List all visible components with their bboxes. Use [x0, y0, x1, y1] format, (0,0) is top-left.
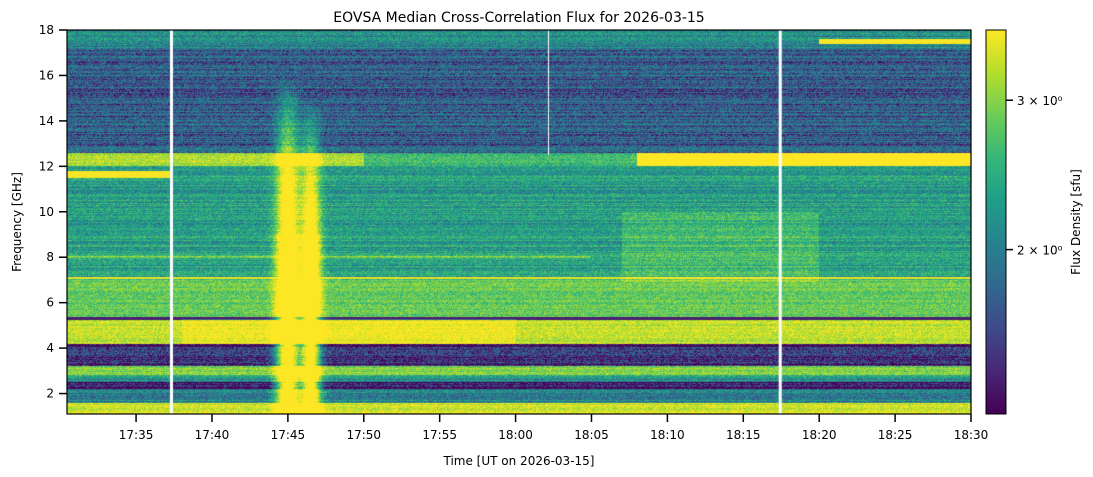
- x-tick-label: 18:20: [802, 428, 837, 442]
- x-tick-label: 17:45: [271, 428, 306, 442]
- y-tick-label: 4: [46, 341, 54, 355]
- plot-frame: [66, 29, 972, 415]
- chart-title: EOVSA Median Cross-Correlation Flux for …: [333, 10, 704, 26]
- x-tick-label: 18:05: [574, 428, 609, 442]
- y-tick-label: 14: [39, 114, 54, 128]
- x-tick-label: 17:35: [119, 428, 154, 442]
- x-tick-label: 18:15: [726, 428, 761, 442]
- y-tick-label: 16: [39, 68, 54, 82]
- colorbar-tick-label: 2 × 10⁰: [1017, 244, 1063, 258]
- x-tick-label: 18:25: [878, 428, 913, 442]
- colorbar-tick-label: 3 × 10⁰: [1017, 94, 1063, 108]
- y-tick-label: 10: [39, 205, 54, 219]
- x-tick-label: 18:00: [498, 428, 533, 442]
- x-tick-label: 17:55: [422, 428, 457, 442]
- colorbar-label: Flux Density [sfu]: [1069, 169, 1083, 275]
- y-tick-label: 2: [46, 387, 54, 401]
- x-tick-label: 17:50: [346, 428, 381, 442]
- x-tick-label: 17:40: [195, 428, 230, 442]
- x-axis-label: Time [UT on 2026-03-15]: [443, 454, 595, 468]
- colorbar: [986, 30, 1006, 414]
- y-tick-label: 6: [46, 296, 54, 310]
- y-tick-label: 18: [39, 23, 54, 37]
- y-axis-label: Frequency [GHz]: [10, 172, 24, 272]
- y-tick-label: 12: [39, 159, 54, 173]
- x-tick-label: 18:30: [954, 428, 989, 442]
- spectrogram-heatmap: [67, 30, 971, 414]
- colorbar-frame: [985, 29, 1007, 415]
- y-tick-label: 8: [46, 250, 54, 264]
- x-tick-label: 18:10: [650, 428, 685, 442]
